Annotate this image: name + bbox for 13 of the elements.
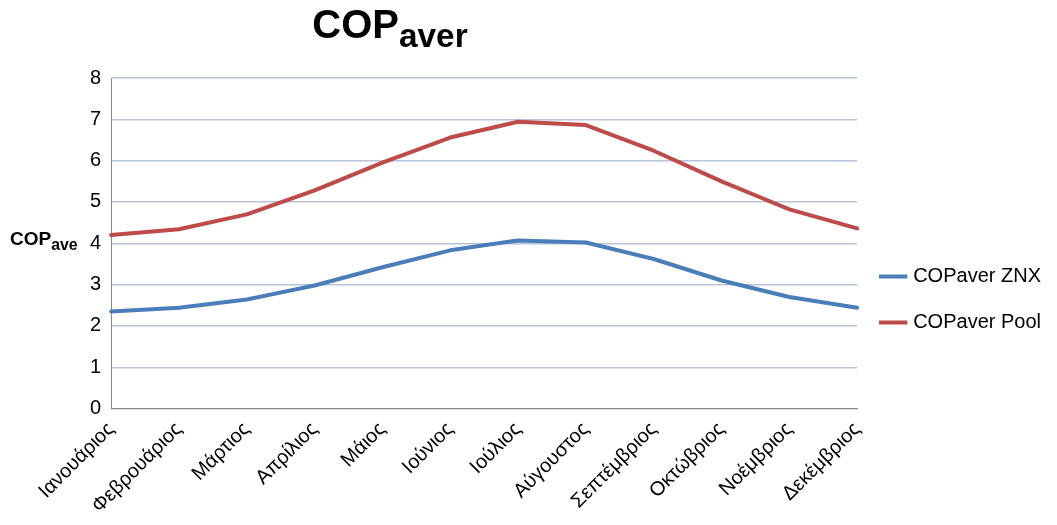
y-tick-label: 4 xyxy=(90,230,102,253)
y-axis-title: COP$_{ave}$ xyxy=(10,228,78,254)
chart-title: COP$_{aver}$ xyxy=(311,2,469,55)
y-tick-label: 0 xyxy=(90,396,102,419)
y-tick-label: 2 xyxy=(90,313,102,336)
y-tick-label: 5 xyxy=(90,189,102,212)
legend-label: COPaver ZNX xyxy=(913,264,1041,287)
y-tick-label: 1 xyxy=(90,354,102,377)
y-tick-label: 3 xyxy=(90,272,102,295)
y-tick-label: 7 xyxy=(90,106,102,129)
y-tick-label: 6 xyxy=(90,148,102,171)
y-tick-label: 8 xyxy=(90,65,102,88)
legend-label: COPaver Pool xyxy=(913,310,1042,333)
